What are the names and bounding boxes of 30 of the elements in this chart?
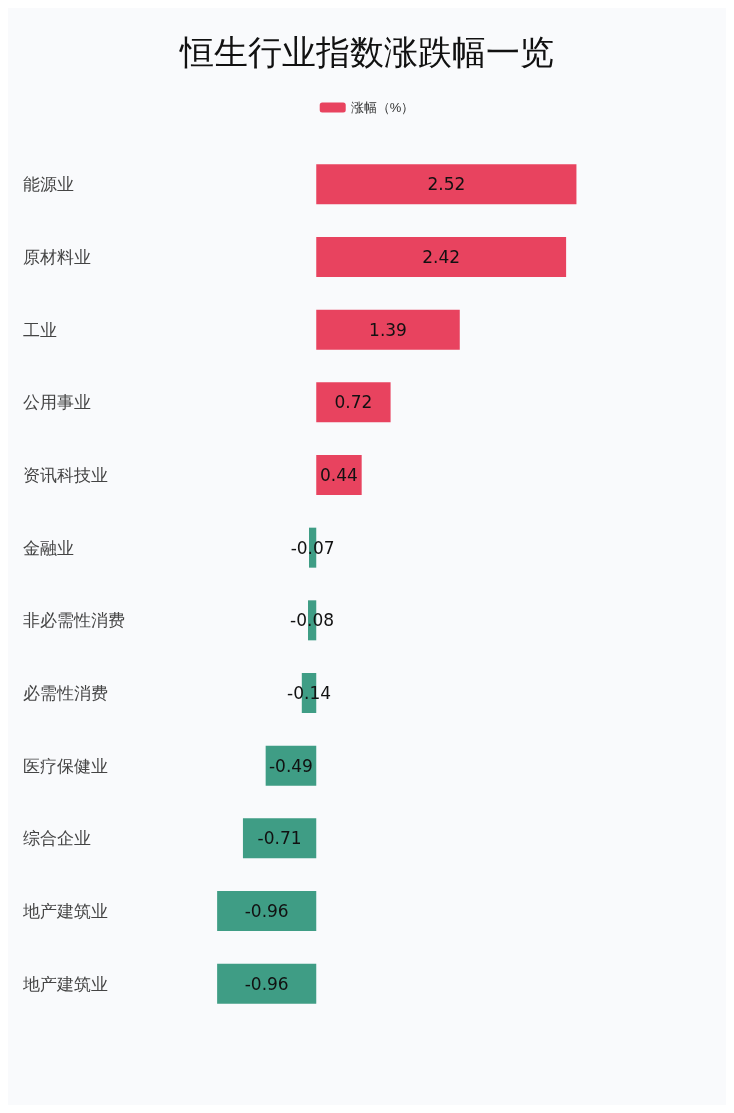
data-label: -0.49 [268, 755, 313, 776]
data-label: 2.42 [422, 247, 461, 267]
y-tick-label: 能源业 [23, 174, 74, 195]
data-label: -0.71 [257, 828, 302, 849]
y-tick-label: 地产建筑业 [22, 901, 108, 921]
bar [316, 164, 577, 205]
bar [242, 818, 317, 859]
y-tick-label: 资讯科技业 [23, 465, 108, 485]
bar [316, 237, 567, 277]
data-label: 0.72 [334, 392, 373, 413]
y-tick-label: 非必需性消费 [23, 610, 125, 631]
bar [316, 309, 460, 350]
y-tick-label: 工业 [23, 319, 57, 340]
data-label: -0.96 [244, 901, 289, 921]
y-tick-label: 医疗保健业 [23, 755, 108, 776]
data-label: 1.39 [369, 319, 407, 340]
legend-label: 涨幅（%） [350, 100, 415, 115]
data-label: 0.44 [320, 465, 358, 485]
chart-title: 恒生行业指数涨跌幅一览 [179, 32, 554, 72]
y-tick-label: 综合企业 [23, 828, 91, 849]
data-label: -0.96 [244, 973, 289, 994]
bar [217, 891, 317, 931]
data-label: 2.52 [427, 174, 466, 195]
y-tick-label: 地产建筑业 [22, 973, 108, 994]
bar [217, 963, 317, 1004]
y-tick-label: 原材料业 [23, 247, 91, 267]
y-tick-label: 必需性消费 [23, 683, 108, 703]
y-tick-label: 金融业 [23, 537, 74, 558]
bar [316, 382, 391, 423]
y-tick-label: 公用事业 [23, 392, 91, 413]
